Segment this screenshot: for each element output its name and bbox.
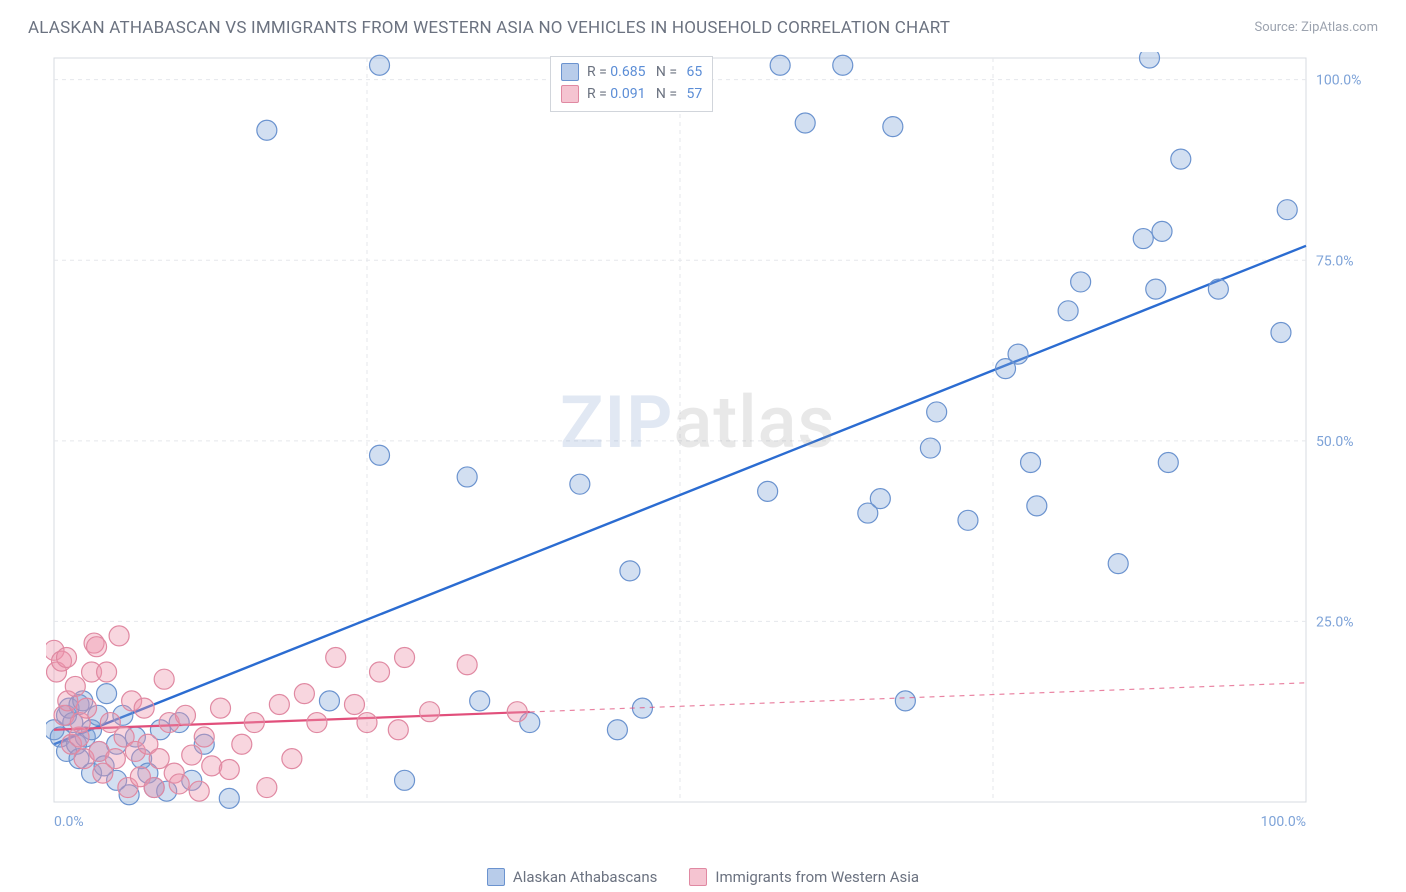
legend-item: Alaskan Athabascans: [487, 868, 657, 886]
stats-swatch: [561, 85, 579, 103]
svg-text:25.0%: 25.0%: [1316, 614, 1354, 630]
stats-legend: R = 0.685 N = 65R = 0.091 N = 57: [550, 56, 713, 112]
svg-text:0.0%: 0.0%: [54, 814, 84, 830]
svg-text:75.0%: 75.0%: [1316, 253, 1354, 269]
legend-label: Immigrants from Western Asia: [715, 868, 919, 886]
svg-text:100.0%: 100.0%: [1316, 73, 1361, 89]
stats-row: R = 0.685 N = 65: [561, 61, 702, 83]
svg-text:50.0%: 50.0%: [1316, 434, 1354, 450]
legend-item: Immigrants from Western Asia: [689, 868, 919, 886]
legend-swatch: [487, 868, 505, 886]
legend-swatch: [689, 868, 707, 886]
svg-text:100.0%: 100.0%: [1261, 814, 1306, 830]
source-label: Source: ZipAtlas.com: [1254, 20, 1378, 35]
stats-row: R = 0.091 N = 57: [561, 83, 702, 105]
scatter-plot: 25.0% 50.0% 75.0% 100.0% 0.0% 100.0%: [46, 52, 1376, 842]
legend-label: Alaskan Athabascans: [513, 868, 657, 886]
stats-swatch: [561, 63, 579, 81]
series-legend: Alaskan Athabascans Immigrants from Weste…: [0, 868, 1406, 886]
chart-title: ALASKAN ATHABASCAN VS IMMIGRANTS FROM WE…: [28, 18, 950, 38]
